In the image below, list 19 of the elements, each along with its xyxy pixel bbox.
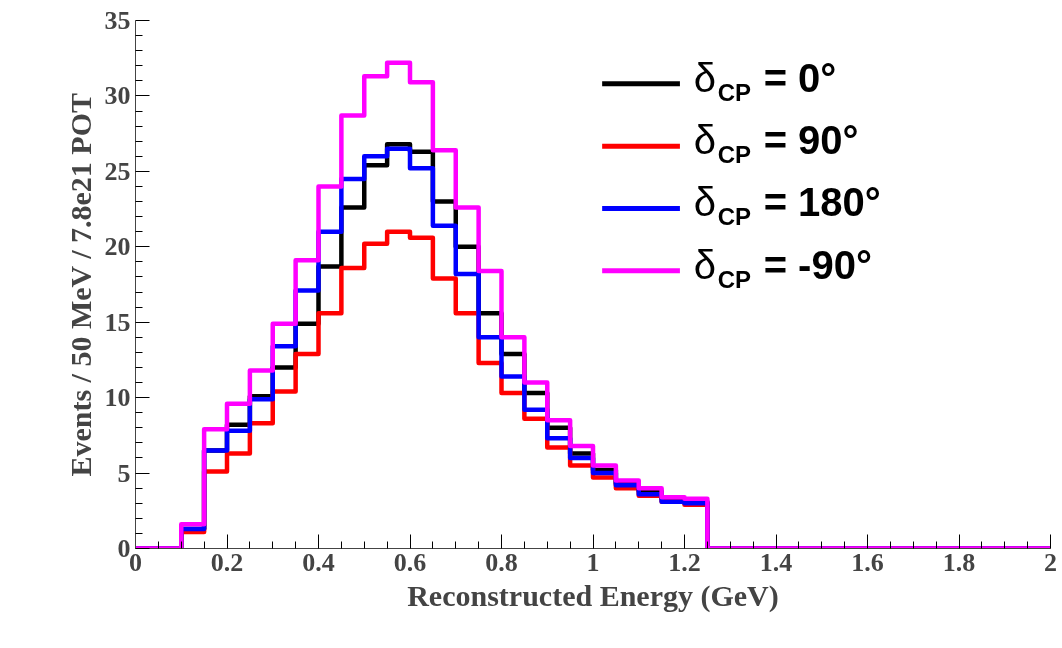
y-tick-label: 5 bbox=[117, 458, 131, 488]
x-tick-label: 0.4 bbox=[302, 547, 335, 577]
y-tick-label: 10 bbox=[104, 383, 131, 413]
x-tick-label: 0.2 bbox=[210, 547, 244, 577]
y-tick-label: 20 bbox=[104, 232, 131, 262]
x-tick-label: 2 bbox=[1044, 547, 1057, 577]
x-tick-label: 1 bbox=[586, 547, 600, 577]
x-tick-label: 1.6 bbox=[851, 547, 884, 577]
x-tick-label: 1.2 bbox=[668, 547, 701, 577]
y-tick-label: 25 bbox=[104, 156, 131, 186]
x-tick-label: 1.4 bbox=[759, 547, 793, 577]
x-axis-title: Reconstructed Energy (GeV) bbox=[407, 578, 779, 613]
x-tick-label: 0.8 bbox=[485, 547, 518, 577]
y-axis-title: Events / 50 MeV / 7.8e21 POT bbox=[63, 92, 97, 477]
x-tick-label: 0.6 bbox=[393, 547, 427, 577]
x-tick-label: 1.8 bbox=[942, 547, 976, 577]
y-tick-label: 35 bbox=[104, 6, 131, 35]
y-tick-label: 30 bbox=[104, 81, 131, 111]
y-tick-label: 15 bbox=[104, 307, 131, 337]
